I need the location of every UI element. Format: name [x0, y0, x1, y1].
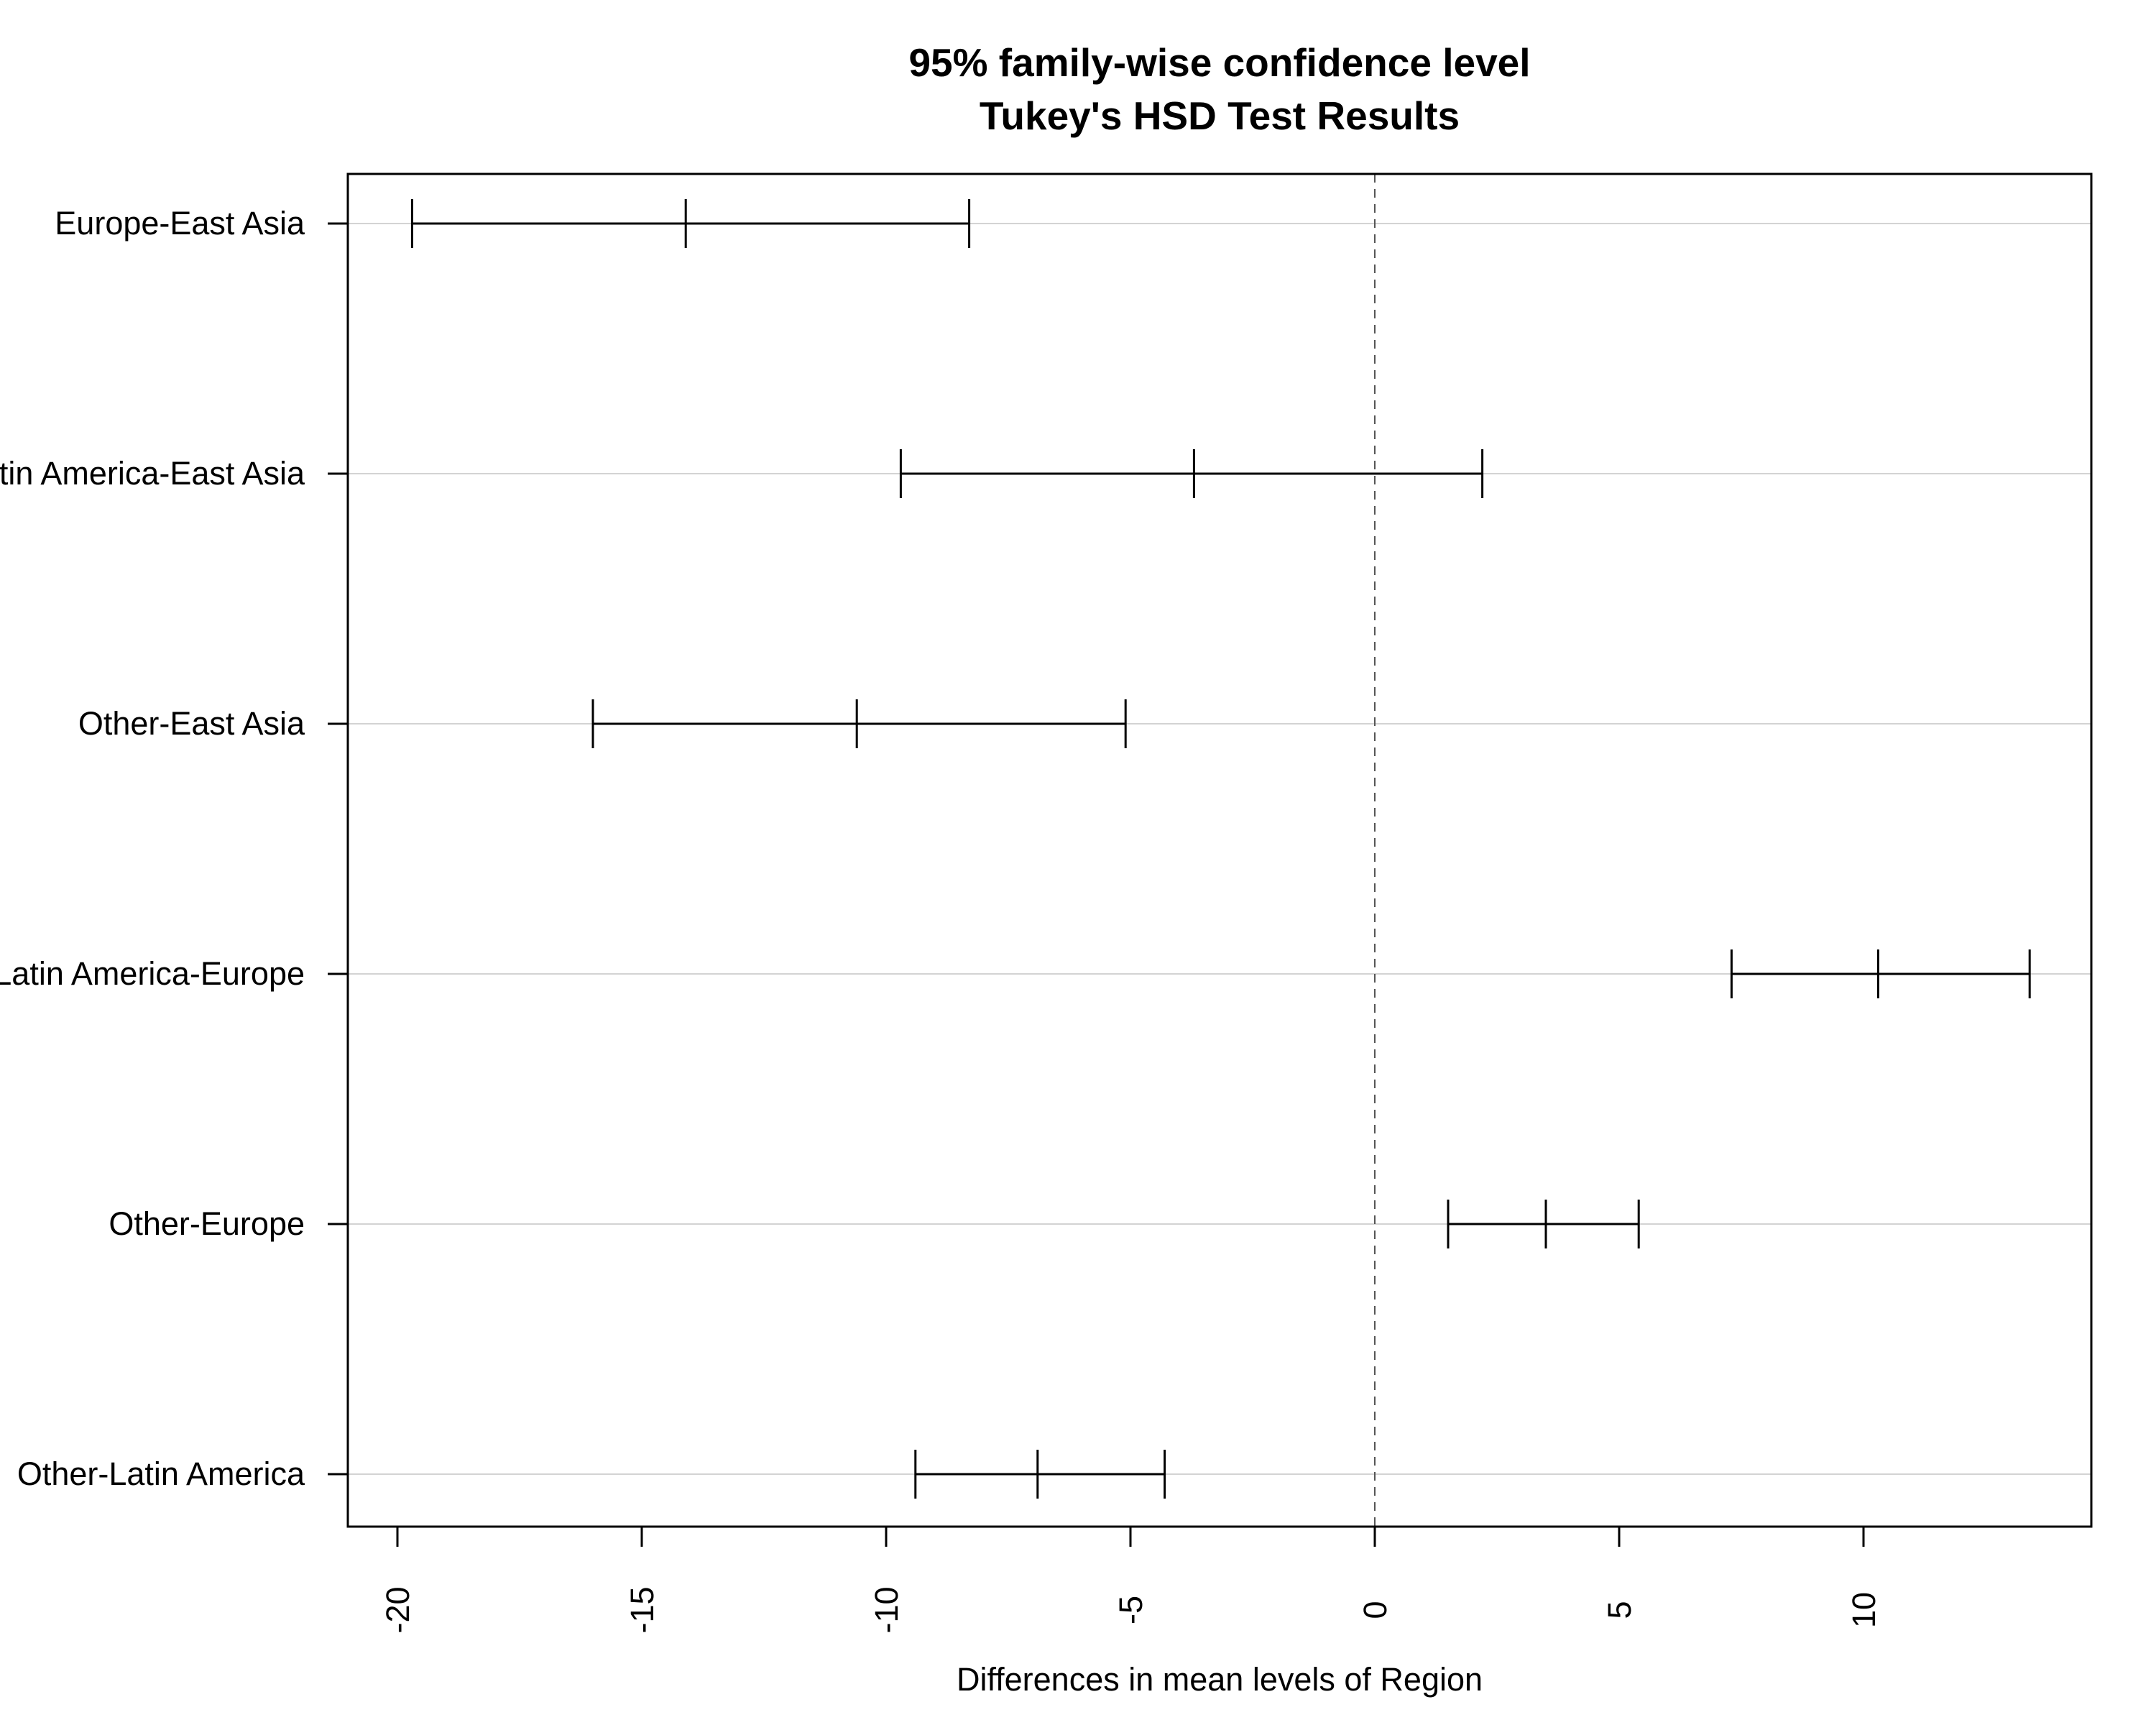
y-tick-label: Other-East Asia: [78, 705, 305, 742]
x-tick-label: -20: [379, 1586, 416, 1633]
y-tick-label: Other-Europe: [109, 1205, 305, 1242]
x-axis: -20 -15 -10 -5 0 5 10: [379, 1525, 1882, 1634]
y-tick-label: Other-Latin America: [17, 1455, 305, 1492]
grid-layer: [348, 223, 2091, 1475]
y-tick-labels: Europe-East Asia Latin America-East Asia O…: [0, 205, 348, 1492]
x-tick-label: 10: [1846, 1592, 1882, 1628]
errorbars-layer: [410, 199, 2031, 1499]
x-tick-label: -10: [868, 1586, 905, 1633]
y-tick-label: Latin America-East Asia: [0, 455, 305, 492]
chart-subtitle: Tukey's HSD Test Results: [980, 93, 1460, 138]
x-tick-label: -5: [1112, 1596, 1149, 1624]
plot-frame: [346, 172, 2093, 1528]
y-tick-label: Latin America-Europe: [0, 955, 305, 992]
y-tick-label: Europe-East Asia: [55, 205, 305, 242]
x-tick-label: 5: [1601, 1601, 1638, 1619]
x-tick-label: -15: [624, 1586, 660, 1633]
chart-title: 95% family-wise confidence level: [908, 40, 1530, 85]
x-tick-label: 0: [1357, 1601, 1393, 1619]
x-axis-label: Differences in mean levels of Region: [957, 1661, 1483, 1698]
